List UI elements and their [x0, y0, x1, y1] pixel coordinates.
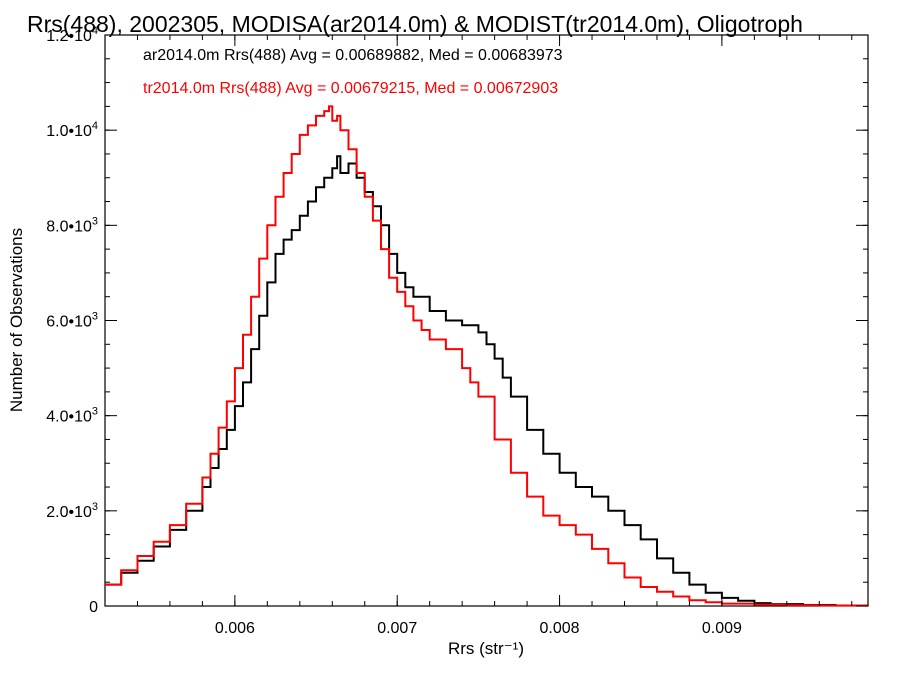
y-tick-label: 1.2•104	[46, 25, 98, 45]
plot-frame	[104, 34, 869, 607]
series-line-0	[105, 155, 869, 607]
y-tick-label: 1.0•104	[46, 120, 98, 140]
stats-annotation-ar2014: ar2014.0m Rrs(488) Avg = 0.00689882, Med…	[143, 47, 563, 64]
y-tick-label: 0	[89, 599, 98, 616]
y-tick-label: 8.0•103	[46, 215, 98, 235]
y-tick-label: 4.0•103	[46, 406, 98, 426]
x-axis-label: Rrs (str⁻¹)	[448, 639, 524, 658]
series-line-1	[105, 105, 869, 607]
chart-title: Rrs(488), 2002305, MODISA(ar2014.0m) & M…	[27, 11, 803, 37]
x-tick-label: 0.009	[702, 620, 742, 637]
y-tick-label: 6.0•103	[46, 311, 98, 331]
x-tick-label: 0.008	[540, 620, 580, 637]
x-tick-label: 0.007	[377, 620, 417, 637]
series-layer	[105, 105, 869, 607]
y-axis-label: Number of Observations	[7, 228, 26, 412]
y-tick-label: 2.0•103	[46, 501, 98, 521]
stats-annotation-tr2014: tr2014.0m Rrs(488) Avg = 0.00679215, Med…	[143, 80, 558, 97]
x-tick-label: 0.006	[215, 620, 255, 637]
ticks-layer: 0.006 0.007 0.008 0.009 0 2.0•103 4.0•103 6.0•1…	[46, 25, 868, 637]
